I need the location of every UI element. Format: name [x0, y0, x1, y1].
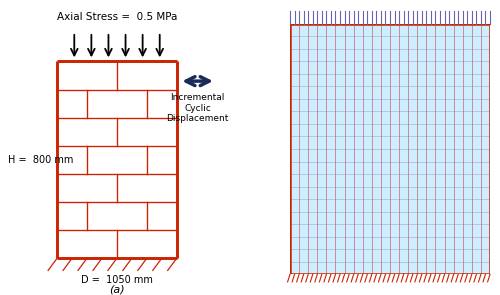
Text: D =  1050 mm: D = 1050 mm	[81, 275, 153, 285]
Text: Axial Stress =  0.5 MPa: Axial Stress = 0.5 MPa	[57, 12, 177, 22]
Text: (a): (a)	[109, 285, 125, 295]
Text: H =  800 mm: H = 800 mm	[8, 155, 73, 165]
Text: Incremental
Cyclic
Displacement: Incremental Cyclic Displacement	[166, 94, 229, 123]
